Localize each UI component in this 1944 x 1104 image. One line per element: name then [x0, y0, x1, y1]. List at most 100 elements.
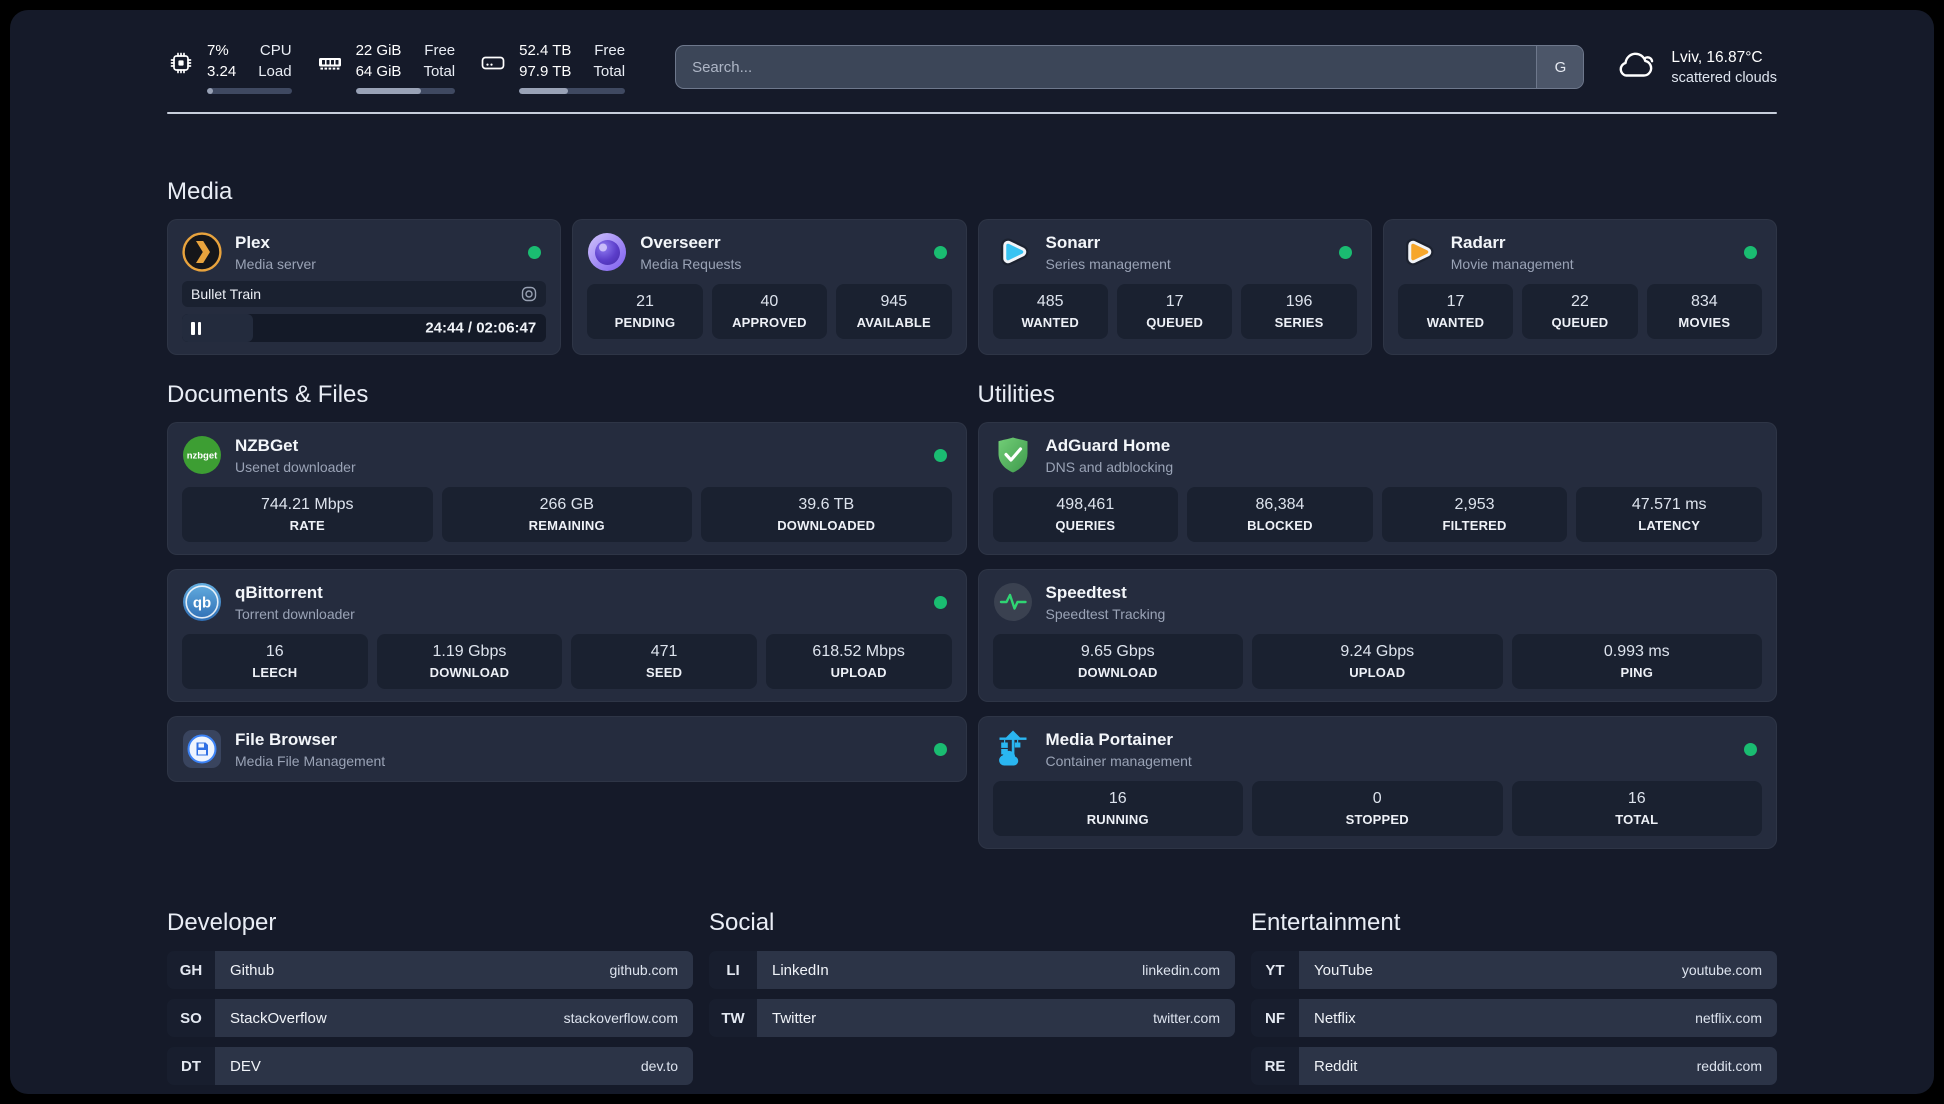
stat-value: 47.571 ms	[1631, 496, 1707, 513]
link-row-twitter[interactable]: TW Twitter twitter.com	[709, 999, 1235, 1037]
stat-box: 40 APPROVED	[711, 284, 828, 339]
stat-box: 9.65 Gbps DOWNLOAD	[992, 634, 1243, 689]
link-name: DEV	[230, 1057, 261, 1075]
app-card-overseerr[interactable]: Overseerr Media Requests 21 PENDING 40 A…	[572, 219, 967, 355]
link-badge: NF	[1251, 999, 1299, 1037]
app-card-radarr[interactable]: Radarr Movie management 17 WANTED 22 QUE…	[1382, 219, 1777, 355]
link-row-stackoverflow[interactable]: SO StackOverflow stackoverflow.com	[167, 999, 693, 1037]
app-stats-row: 16 RUNNING 0 STOPPED 16 TOTAL	[992, 781, 1762, 836]
stat-value: 0.993 ms	[1603, 643, 1670, 660]
stat-box: 16 RUNNING	[992, 781, 1243, 836]
link-row-youtube[interactable]: YT YouTube youtube.com	[1251, 951, 1777, 989]
overseerr-icon	[587, 232, 627, 272]
media-grid: Plex Media server Bullet Train 24:44 / 0…	[167, 219, 1777, 355]
app-stats-row: 485 WANTED 17 QUEUED 196 SERIES	[992, 284, 1357, 339]
app-subtitle: Container management	[1045, 752, 1192, 769]
app-subtitle: Torrent downloader	[235, 605, 355, 622]
status-online-dot	[933, 742, 947, 756]
app-stats-row: 498,461 QUERIES 86,384 BLOCKED 2,953 FIL…	[992, 487, 1762, 542]
stat-box: 9.24 Gbps UPLOAD	[1252, 634, 1503, 689]
link-badge: LI	[709, 951, 757, 989]
utilities-cards: AdGuard Home DNS and adblocking 498,461 …	[977, 422, 1777, 849]
stat-value: 17	[1446, 293, 1465, 310]
system-stat-progressbar	[355, 88, 456, 94]
playback-progressbar[interactable]: 24:44 / 02:06:47	[182, 314, 547, 342]
disc-icon[interactable]	[521, 286, 537, 302]
app-card-nzbget[interactable]: nzbget NZBGet Usenet downloader 744.21 M…	[167, 422, 967, 555]
status-online-dot	[933, 245, 947, 259]
link-row-linkedin[interactable]: LI LinkedIn linkedin.com	[709, 951, 1235, 989]
stat-box: 86,384 BLOCKED	[1187, 487, 1373, 542]
app-name: qBittorrent	[235, 582, 323, 602]
playback-time: 24:44 / 02:06:47	[425, 319, 537, 337]
stat-value: 834	[1690, 293, 1718, 310]
stat-label: SERIES	[1274, 315, 1324, 330]
app-subtitle: Media server	[235, 255, 316, 272]
stat-label: REMAINING	[528, 518, 605, 533]
link-list: GH Github github.com SO StackOverflow st…	[167, 951, 693, 1085]
app-subtitle: Speedtest Tracking	[1045, 605, 1166, 622]
link-row-netflix[interactable]: NF Netflix netflix.com	[1251, 999, 1777, 1037]
app-name: Plex	[235, 232, 270, 252]
app-stats-row: 9.65 Gbps DOWNLOAD 9.24 Gbps UPLOAD 0.99…	[992, 634, 1762, 689]
pause-icon[interactable]	[191, 321, 201, 335]
status-online-dot	[933, 595, 947, 609]
app-card-header: Radarr Movie management	[1398, 232, 1762, 272]
search-input[interactable]	[676, 46, 1537, 88]
app-card-speedtest[interactable]: Speedtest Speedtest Tracking 9.65 Gbps D…	[977, 569, 1777, 702]
stat-label: SEED	[645, 665, 683, 680]
stat-label: FILTERED	[1442, 518, 1507, 533]
stat-value: 22	[1570, 293, 1589, 310]
status-online-dot	[1744, 245, 1757, 259]
stat-value: 945	[880, 293, 908, 310]
weather-widget: Lviv, 16.87°C scattered clouds	[1614, 46, 1777, 88]
stat-label: STOPPED	[1345, 812, 1409, 827]
stat-label: AVAILABLE	[856, 315, 931, 330]
stat-label: RUNNING	[1086, 812, 1149, 827]
system-stat-progress-fill	[519, 88, 568, 94]
app-name: Media Portainer	[1045, 729, 1174, 749]
system-stat: 22 GiB 64 GiB Free Total	[316, 40, 456, 94]
memory-icon	[316, 49, 344, 77]
link-name: Github	[230, 961, 275, 979]
stat-value: 498,461	[1056, 496, 1115, 513]
status-online-dot	[1744, 742, 1757, 756]
now-playing-title: Bullet Train	[191, 286, 262, 302]
app-card-header: Overseerr Media Requests	[587, 232, 951, 272]
svg-text:nzbget: nzbget	[187, 451, 218, 462]
app-card-media-portainer[interactable]: Media Portainer Container management 16 …	[977, 716, 1777, 849]
topbar: 7% 3.24 CPU Load 22 GiB 64 GiB	[167, 40, 1777, 94]
stat-value: 16	[1627, 790, 1646, 807]
status-online-dot	[1338, 245, 1352, 259]
system-stat-value: 3.24	[207, 63, 237, 80]
system-stat-label: Total	[593, 63, 626, 80]
app-subtitle: Movie management	[1450, 255, 1574, 272]
stat-label: APPROVED	[732, 315, 807, 330]
radarr-icon	[1398, 232, 1438, 272]
link-url: youtube.com	[1681, 962, 1762, 978]
stat-box: 17 WANTED	[1397, 284, 1514, 339]
stat-value: 40	[760, 293, 779, 310]
link-row-dev[interactable]: DT DEV dev.to	[167, 1047, 693, 1085]
stat-box: 21 PENDING	[587, 284, 703, 339]
app-card-qbittorrent[interactable]: qb qBittorrent Torrent downloader 16 LEE…	[167, 569, 967, 702]
link-badge: GH	[167, 951, 215, 989]
app-name: Radarr	[1450, 232, 1506, 252]
app-card-file-browser[interactable]: File Browser Media File Management	[167, 716, 967, 782]
stat-label: DOWNLOAD	[429, 665, 510, 680]
svg-text:qb: qb	[193, 595, 211, 612]
stat-value: 744.21 Mbps	[260, 496, 354, 513]
app-card-plex[interactable]: Plex Media server Bullet Train 24:44 / 0…	[167, 219, 562, 355]
link-row-github[interactable]: GH Github github.com	[167, 951, 693, 989]
app-card-adguard-home[interactable]: AdGuard Home DNS and adblocking 498,461 …	[977, 422, 1777, 555]
system-stat-progress-fill	[207, 88, 213, 94]
stat-label: TOTAL	[1615, 812, 1659, 827]
utilities-column: Utilities AdGuard Home DNS and adblockin…	[977, 381, 1777, 849]
link-row-reddit[interactable]: RE Reddit reddit.com	[1251, 1047, 1777, 1085]
system-stat-label: Free	[424, 42, 456, 59]
link-section-entertainment: Entertainment YT YouTube youtube.com NF …	[1251, 909, 1777, 1085]
app-subtitle: Series management	[1045, 255, 1171, 272]
search-engine-button[interactable]: G	[1536, 46, 1584, 88]
app-card-sonarr[interactable]: Sonarr Series management 485 WANTED 17 Q…	[977, 219, 1372, 355]
now-playing-row: Bullet Train	[182, 281, 547, 307]
